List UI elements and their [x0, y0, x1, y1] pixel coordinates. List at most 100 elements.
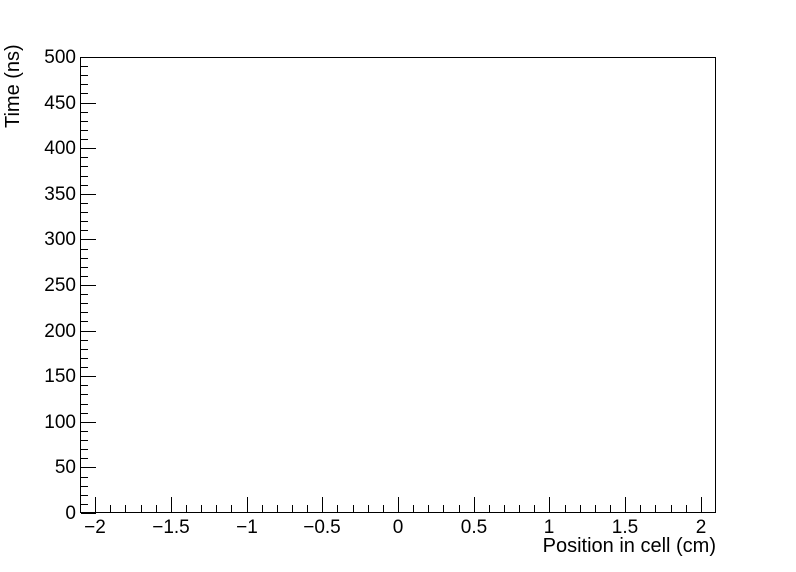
- y-minor-tick: [81, 66, 88, 67]
- x-minor-tick: [640, 505, 641, 512]
- x-major-tick: [625, 497, 626, 512]
- y-minor-tick: [81, 84, 88, 85]
- y-tick-label: 0: [65, 503, 76, 524]
- y-minor-tick: [81, 267, 88, 268]
- y-minor-tick: [81, 130, 88, 131]
- x-minor-tick: [125, 505, 126, 512]
- y-minor-tick: [81, 176, 88, 177]
- y-major-tick: [81, 513, 96, 514]
- x-minor-tick: [307, 505, 308, 512]
- x-axis-title: Position in cell (cm): [542, 535, 716, 557]
- y-tick-label: 200: [44, 321, 76, 342]
- y-minor-tick: [81, 504, 88, 505]
- x-major-tick: [95, 497, 96, 512]
- y-minor-tick: [81, 139, 88, 140]
- y-minor-tick: [81, 431, 88, 432]
- x-minor-tick: [686, 505, 687, 512]
- y-minor-tick: [81, 203, 88, 204]
- x-minor-tick: [277, 505, 278, 512]
- x-minor-tick: [565, 505, 566, 512]
- y-minor-tick: [81, 404, 88, 405]
- y-minor-tick: [81, 212, 88, 213]
- y-minor-tick: [81, 157, 88, 158]
- y-minor-tick: [81, 294, 88, 295]
- x-tick-label: 1: [543, 517, 555, 538]
- x-tick-label: 0.5: [460, 517, 488, 538]
- y-tick-label: 250: [44, 275, 76, 296]
- y-minor-tick: [81, 358, 88, 359]
- x-tick-label: 2: [695, 517, 707, 538]
- x-minor-tick: [337, 505, 338, 512]
- x-major-tick: [398, 497, 399, 512]
- x-major-tick: [171, 497, 172, 512]
- y-minor-tick: [81, 230, 88, 231]
- x-minor-tick: [489, 505, 490, 512]
- x-minor-tick: [655, 505, 656, 512]
- x-tick-label: −2: [84, 517, 106, 538]
- y-minor-tick: [81, 185, 88, 186]
- y-tick-label: 150: [44, 366, 76, 387]
- y-minor-tick: [81, 340, 88, 341]
- x-minor-tick: [156, 505, 157, 512]
- y-major-tick: [81, 331, 96, 332]
- x-major-tick: [474, 497, 475, 512]
- y-minor-tick: [81, 385, 88, 386]
- y-minor-tick: [81, 93, 88, 94]
- y-minor-tick: [81, 413, 88, 414]
- y-minor-tick: [81, 349, 88, 350]
- x-minor-tick: [595, 505, 596, 512]
- y-tick-label: 500: [44, 47, 76, 68]
- x-major-tick: [322, 497, 323, 512]
- y-major-tick: [81, 467, 96, 468]
- x-major-tick: [701, 497, 702, 512]
- x-major-tick: [247, 497, 248, 512]
- x-minor-tick: [443, 505, 444, 512]
- y-minor-tick: [81, 75, 88, 76]
- plot-frame: [80, 57, 716, 513]
- x-tick-label: −1.5: [152, 517, 190, 538]
- x-tick-label: 0: [392, 517, 404, 538]
- x-minor-tick: [231, 505, 232, 512]
- y-major-tick: [81, 285, 96, 286]
- y-minor-tick: [81, 258, 88, 259]
- y-minor-tick: [81, 495, 88, 496]
- y-minor-tick: [81, 449, 88, 450]
- y-tick-label: 350: [44, 184, 76, 205]
- x-minor-tick: [292, 505, 293, 512]
- y-major-tick: [81, 194, 96, 195]
- x-major-tick: [549, 497, 550, 512]
- x-minor-tick: [519, 505, 520, 512]
- x-tick-label: 1.5: [611, 517, 639, 538]
- y-major-tick: [81, 376, 96, 377]
- x-minor-tick: [186, 505, 187, 512]
- y-minor-tick: [81, 394, 88, 395]
- y-minor-tick: [81, 303, 88, 304]
- y-minor-tick: [81, 367, 88, 368]
- x-minor-tick: [368, 505, 369, 512]
- x-minor-tick: [671, 505, 672, 512]
- x-minor-tick: [413, 505, 414, 512]
- y-tick-label: 50: [54, 457, 76, 478]
- y-axis-title: Time (ns): [2, 44, 24, 128]
- x-minor-tick: [353, 505, 354, 512]
- y-minor-tick: [81, 477, 88, 478]
- x-minor-tick: [262, 505, 263, 512]
- y-minor-tick: [81, 166, 88, 167]
- x-minor-tick: [141, 505, 142, 512]
- y-tick-label: 450: [44, 93, 76, 114]
- y-major-tick: [81, 148, 96, 149]
- x-minor-tick: [110, 505, 111, 512]
- y-major-tick: [81, 422, 96, 423]
- x-minor-tick: [580, 505, 581, 512]
- x-minor-tick: [534, 505, 535, 512]
- y-minor-tick: [81, 440, 88, 441]
- y-major-tick: [81, 103, 96, 104]
- x-minor-tick: [201, 505, 202, 512]
- y-major-tick: [81, 239, 96, 240]
- y-minor-tick: [81, 312, 88, 313]
- x-minor-tick: [504, 505, 505, 512]
- y-tick-label: 300: [44, 229, 76, 250]
- y-major-tick: [81, 57, 96, 58]
- x-minor-tick: [459, 505, 460, 512]
